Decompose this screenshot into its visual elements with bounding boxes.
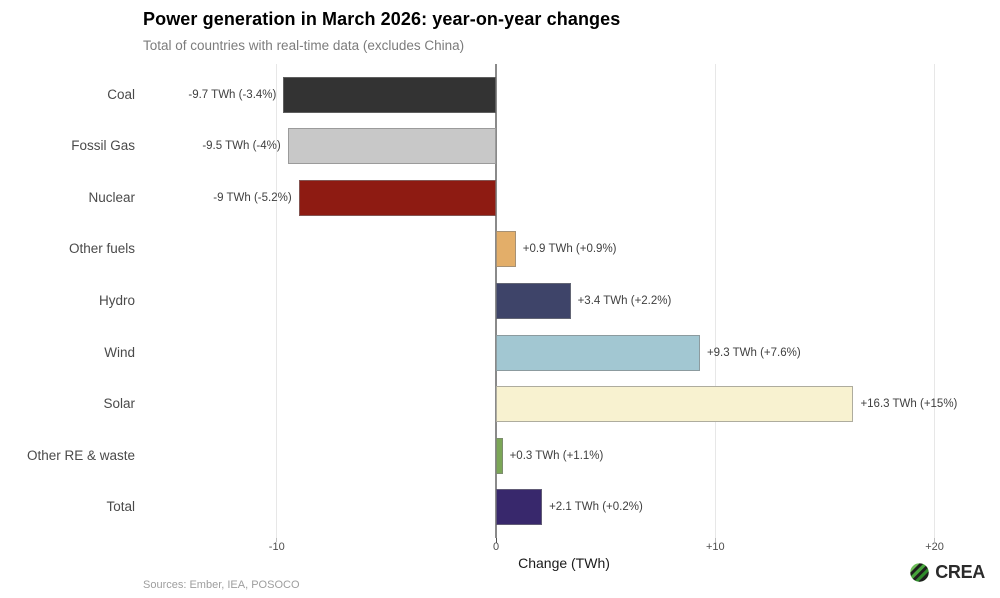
bar-other-fuels [496,231,516,268]
category-label-total: Total [106,499,135,515]
category-label-fossil-gas: Fossil Gas [71,138,135,154]
bar-value-label-fossil-gas: -9.5 TWh (-4%) [202,140,281,153]
bar-fossil-gas [287,128,497,165]
gridline-+20 [934,64,936,538]
x-tick-label: -10 [268,541,285,553]
x-tick-mark [495,538,497,543]
bar-hydro [496,283,571,319]
category-label-hydro: Hydro [98,293,135,308]
category-axis: Coal Fossil Gas Nuclear Other fuels Hydro Win… [0,64,135,538]
x-tick-label: +10 [705,541,725,553]
x-tick-mark [934,538,936,542]
bar-solar [496,386,854,423]
bar-value-label-other-re-waste: +0.3 TWh (+1.1%) [509,449,604,462]
x-axis-title: Change (TWh) [518,555,610,571]
category-label-nuclear: Nuclear [88,189,135,205]
x-tick-label: 0 [492,541,500,553]
bar-coal [283,76,497,113]
category-label-wind: Wind [104,344,135,360]
sources-note: Sources: Ember, IEA, POSOCO [143,579,300,591]
bar-other-re-waste [496,437,503,474]
x-axis-tick-labels: -10 0 +10 +20 [143,541,985,555]
bar-value-label-wind: +9.3 TWh (+7.6%) [706,346,801,359]
category-label-other-re-waste: Other RE & waste [26,447,135,463]
crea-logo-text: CREA [935,562,985,582]
bar-value-label-other-fuels: +0.9 TWh (+0.9%) [522,243,617,256]
category-label-other-fuels: Other fuels [68,241,135,257]
chart-subtitle: Total of countries with real-time data (… [143,38,465,53]
crea-logo: CREA [909,562,985,583]
gridline-+10 [714,64,716,538]
bar-value-label-coal: -9.7 TWh (-3.4%) [188,88,277,101]
bar-value-label-nuclear: -9 TWh (-5.2%) [213,191,292,204]
gridline--10 [276,64,278,538]
category-label-solar: Solar [103,396,135,412]
x-tick-label: +20 [925,541,944,553]
chart-title: Power generation in March 2026: year-on-… [143,9,621,29]
crea-logo-icon [909,562,930,583]
bar-value-label-total: +2.1 TWh (+0.2%) [549,501,643,514]
bar-value-label-solar: +16.3 TWh (+15%) [860,398,958,411]
bar-total [496,489,543,526]
bar-nuclear [298,179,497,216]
x-tick-mark [714,538,716,542]
x-tick-mark [276,538,278,542]
bar-value-label-hydro: +3.4 TWh (+2.2%) [577,295,672,307]
plot-panel: -9.7 TWh (-3.4%) -9.5 TWh (-4%) -9 TWh (-5… [143,64,985,543]
category-label-coal: Coal [107,86,135,102]
bar-wind [496,334,700,371]
